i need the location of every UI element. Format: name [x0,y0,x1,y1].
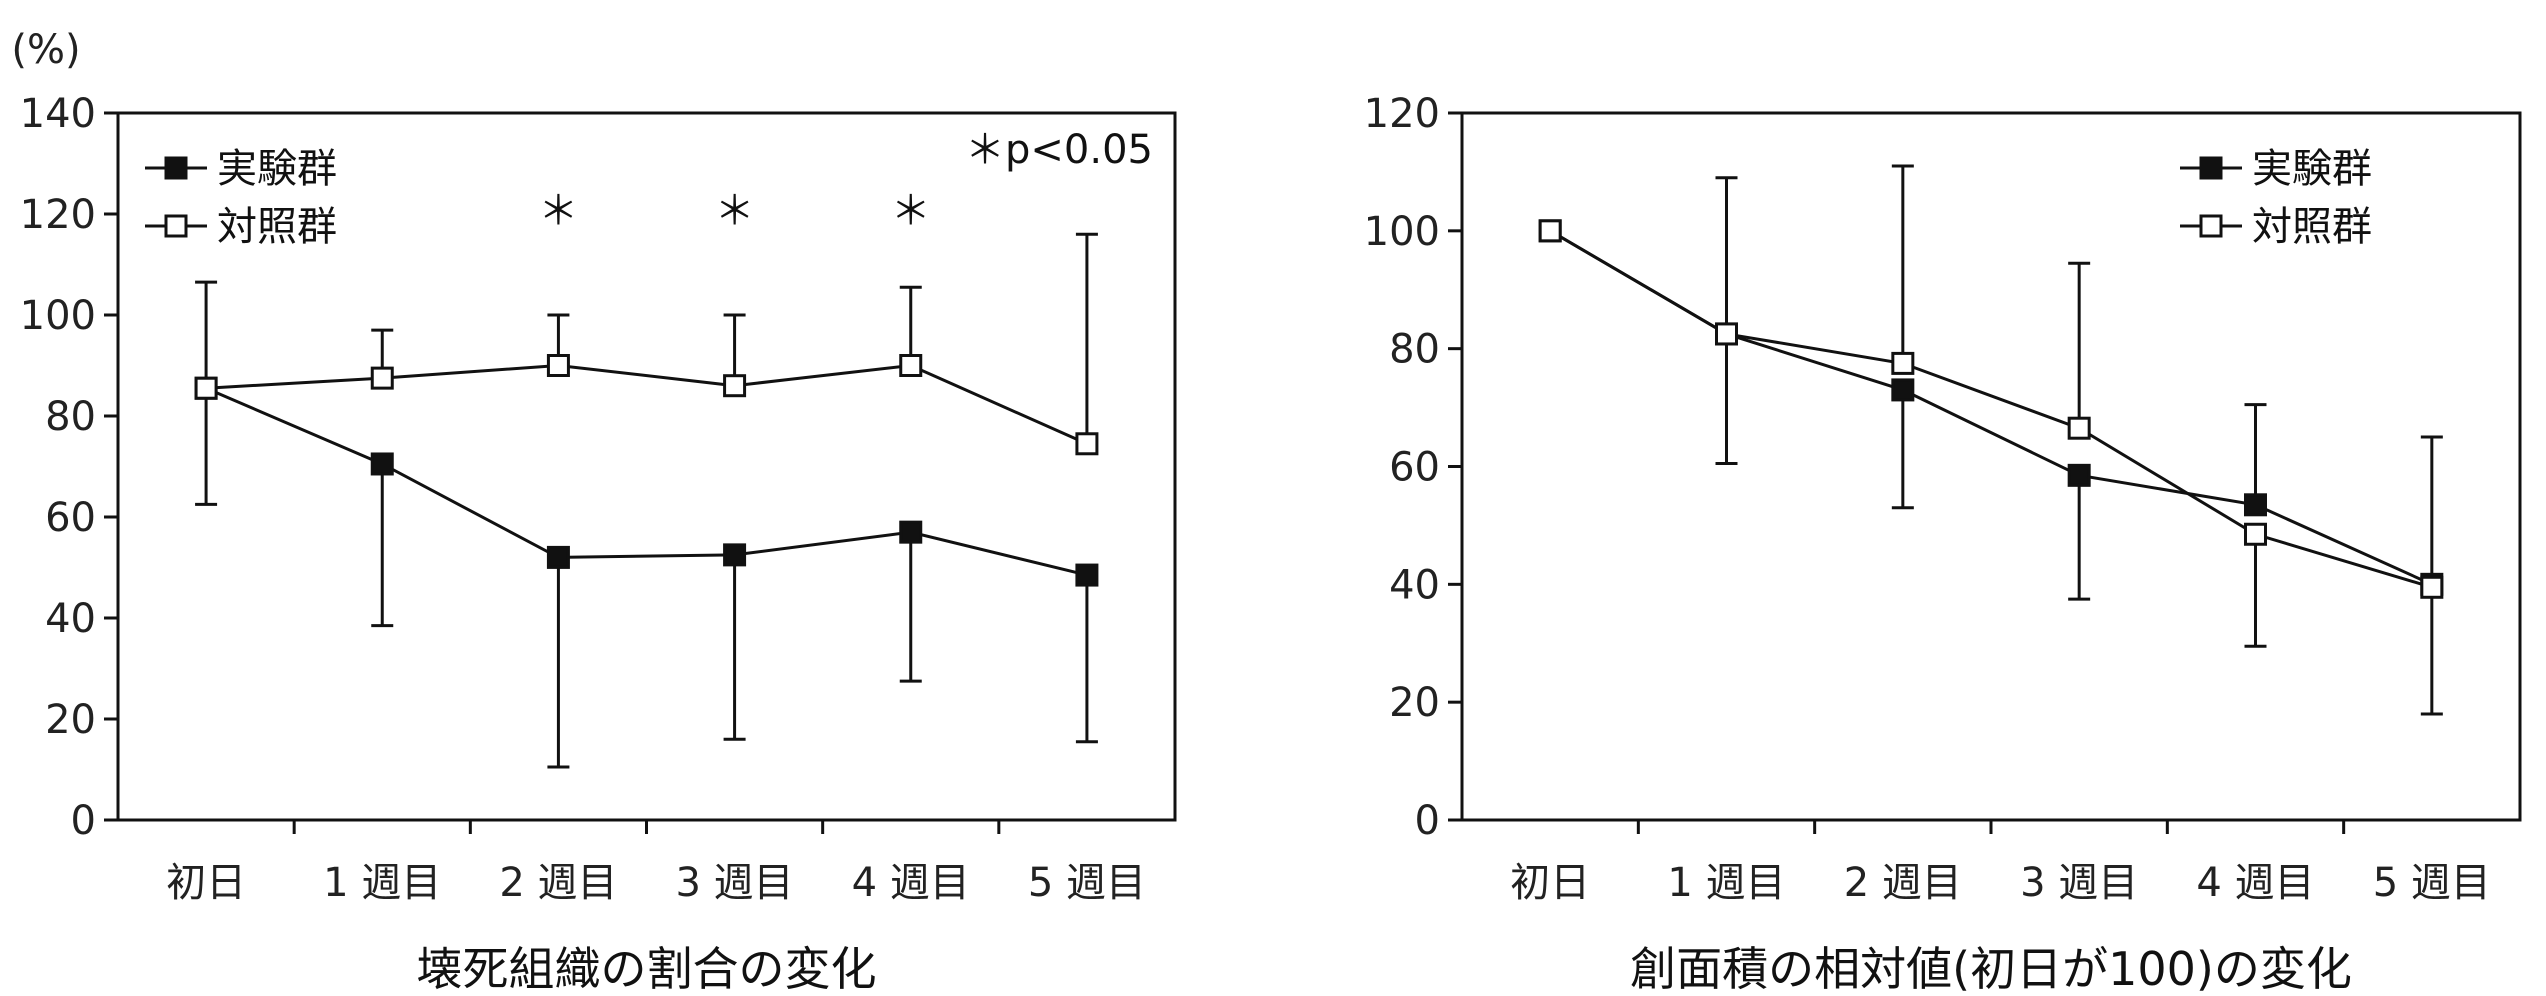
x-tick-label: 1 週目 [323,860,441,906]
data-point [1538,219,1562,243]
data-point [370,452,394,476]
y-tick-label: 20 [45,697,96,743]
x-tick-label: 2 週目 [499,860,617,906]
data-point [2244,493,2267,517]
x-tick-label: 1 週目 [1667,860,1785,906]
y-tick-label: 40 [45,596,96,642]
x-tick-label: 初日 [1510,860,1590,906]
series-line-2 [205,363,1088,446]
data-point [723,374,747,398]
y-tick-label: 80 [45,394,96,440]
series-line-2 [1549,229,2433,589]
legend-marker [164,214,188,238]
data-point [899,354,923,377]
chart-title: 創面積の相対値(初日が100)の変化 [1630,942,2352,996]
chart-2: 0 20 40 60 80 100 120 初日 1 週目 2 週目 3 週目 4 週目 5 週目創面積… [1364,91,2522,996]
y-tick-label: 120 [20,192,96,238]
data-point [1715,322,1738,346]
data-point [1891,351,1915,375]
series-line-1 [1549,229,2433,586]
legend-label: 対照群 [217,204,337,250]
x-tick-label: 5 週目 [2373,860,2491,906]
x-tick-label: 4 週目 [852,860,970,906]
chart-title: 壊死組織の割合の変化 [417,942,877,996]
significance-mark: ＊ [891,188,931,234]
y-tick-label: 140 [20,91,96,137]
y-tick-label: 0 [1415,798,1440,844]
x-tick-label: 初日 [166,860,246,906]
legend-label: 実験群 [2252,146,2372,192]
y-tick-label: 20 [1389,680,1440,726]
annotation: ＊p<0.05 [965,127,1153,173]
data-point [1891,378,1915,402]
data-point [2067,463,2091,487]
legend-label: 実験群 [217,146,337,192]
legend-marker [2199,214,2223,238]
legend-marker [2199,156,2223,180]
x-tick-label: 4 週目 [2196,860,2314,906]
y-axis-label: (%) [11,27,80,73]
y-tick-label: 100 [20,293,96,339]
data-point [1075,432,1099,456]
data-point [723,543,747,567]
data-point [2244,522,2267,546]
data-point [194,376,218,400]
y-tick-label: 80 [1389,327,1440,373]
y-tick-label: 40 [1389,562,1440,608]
x-tick-label: 3 週目 [2020,860,2138,906]
significance-mark: ＊ [538,188,578,234]
y-tick-label: 60 [45,495,96,541]
y-tick-label: 60 [1389,445,1440,491]
y-tick-label: 0 [71,798,96,844]
x-tick-label: 5 週目 [1028,860,1146,906]
y-tick-label: 120 [1364,91,1440,137]
legend-label: 対照群 [2252,204,2372,250]
data-point [2420,575,2444,599]
y-tick-label: 100 [1364,209,1440,255]
significance-mark: ＊ [715,188,755,234]
data-point [899,520,923,544]
series-line-1 [205,386,1088,577]
x-tick-label: 3 週目 [675,860,793,906]
data-point [546,354,570,377]
legend-marker [164,156,188,180]
data-point [1075,563,1099,587]
chart-1: 0 20 40 60 80 100 120 140 初日 1 週目 2 週目 3 週目 4 週目 5 週目… [11,27,1177,996]
x-tick-label: 2 週目 [1844,860,1962,906]
data-point [2067,416,2091,440]
data-point [546,545,570,569]
data-point [370,366,394,390]
